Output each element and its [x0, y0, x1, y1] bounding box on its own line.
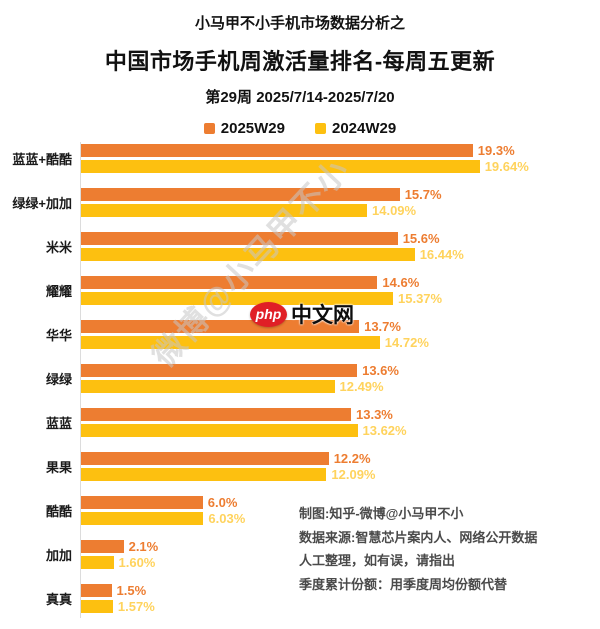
category-label: 蓝蓝+酷酷: [12, 152, 72, 167]
bar-2024w29: [81, 292, 393, 305]
legend-item-2025w29: 2025W29: [203, 120, 285, 137]
pretitle: 小马甲不小手机市场数据分析之: [194, 15, 405, 32]
bar-2025w29: [81, 496, 203, 509]
note-disclaimer: 人工整理，如有误，请指出: [299, 553, 456, 568]
chart-rows: 蓝蓝+酷酷 19.3% 19.64% 绿绿+加加 15.7% 14.09% 米米 15.6% 1…: [0, 140, 600, 624]
chart-legend: 2025W29 2024W29: [203, 120, 396, 137]
bar-2024w29: [81, 248, 415, 261]
legend-item-2024w29: 2024W29: [315, 120, 396, 137]
category-label: 蓝蓝: [45, 416, 72, 431]
bar-2025w29: [81, 144, 473, 157]
bar-2024w29: [81, 468, 327, 481]
legend-swatch-icon: [203, 123, 215, 134]
bar-2024w29: [81, 556, 114, 569]
value-label: 12.49%: [339, 379, 384, 394]
value-label: 14.09%: [372, 203, 417, 218]
chart-row: 米米 15.6% 16.44%: [0, 228, 600, 272]
category-label: 真真: [45, 592, 72, 607]
bar-2024w29: [81, 380, 335, 393]
value-label: 2.1%: [128, 539, 159, 554]
note-method: 季度累计份额：用季度周均份额代替: [299, 576, 508, 592]
chart-row: 华华 13.7% 14.72%: [0, 316, 600, 360]
php-logo-icon: php: [250, 301, 287, 327]
bar-2025w29: [81, 276, 378, 289]
bar-2024w29: [81, 600, 113, 613]
legend-label: 2025W29: [220, 120, 285, 137]
value-label: 19.3%: [477, 143, 515, 158]
value-label: 16.44%: [419, 247, 464, 262]
bar-2024w29: [81, 204, 367, 217]
value-label: 6.03%: [208, 511, 246, 526]
week-subtitle: 第29周 2025/7/14-2025/7/20: [205, 89, 395, 106]
value-label: 13.6%: [362, 363, 399, 378]
value-label: 6.0%: [207, 495, 238, 510]
bar-2024w29: [81, 160, 480, 173]
bar-2025w29: [81, 540, 124, 553]
legend-swatch-icon: [315, 123, 326, 134]
value-label: 15.6%: [402, 231, 440, 246]
bar-2025w29: [81, 584, 112, 597]
note-credit: 制图:知乎-微博@小马甲不小: [299, 506, 464, 521]
bar-2025w29: [81, 232, 398, 245]
value-label: 1.60%: [118, 555, 156, 570]
chart-row: 绿绿+加加 15.7% 14.09%: [0, 184, 600, 228]
bar-2025w29: [81, 364, 358, 377]
header: 小马甲不小手机市场数据分析之 中国市场手机周激活量排名-每周五更新 第29周 2…: [0, 0, 600, 139]
category-label: 果果: [45, 460, 72, 475]
category-label: 米米: [45, 240, 72, 255]
value-label: 1.57%: [117, 599, 155, 614]
legend-label: 2024W29: [332, 120, 397, 137]
value-label: 12.2%: [333, 451, 371, 466]
bar-2024w29: [81, 336, 380, 349]
chart-row: 酷酷 6.0% 6.03%: [0, 492, 600, 536]
category-label: 酷酷: [45, 504, 72, 519]
value-label: 15.37%: [398, 291, 443, 306]
footer-notes: 制图:知乎-微博@小马甲不小 数据来源:智慧芯片案内人、网络公开数据 人工整理，…: [299, 502, 537, 596]
value-label: 1.5%: [116, 583, 147, 598]
chart-row: 蓝蓝 13.3% 13.62%: [0, 404, 600, 448]
bar-2025w29: [81, 408, 351, 421]
value-label: 15.7%: [404, 187, 442, 202]
category-label: 华华: [45, 328, 72, 343]
bar-2024w29: [81, 512, 204, 525]
note-source: 数据来源:智慧芯片案内人、网络公开数据: [299, 529, 538, 545]
bar-2025w29: [81, 320, 360, 333]
value-label: 13.3%: [356, 407, 393, 422]
chart-row: 加加 2.1% 1.60%: [0, 536, 600, 580]
chart-row: 果果 12.2% 12.09%: [0, 448, 600, 492]
page-title: 中国市场手机周激活量排名-每周五更新: [104, 49, 496, 74]
category-label: 绿绿: [45, 372, 72, 387]
value-label: 14.6%: [382, 275, 420, 290]
category-label: 耀耀: [45, 284, 72, 299]
value-label: 12.09%: [331, 467, 376, 482]
value-label: 14.72%: [384, 335, 429, 350]
value-label: 13.7%: [364, 319, 401, 334]
bar-2025w29: [81, 188, 400, 201]
category-label: 绿绿+加加: [12, 196, 72, 211]
chart-row: 绿绿 13.6% 12.49%: [0, 360, 600, 404]
bar-2024w29: [81, 424, 358, 437]
value-label: 19.64%: [484, 159, 529, 174]
php-site-logo: php 中文网: [250, 299, 354, 329]
chart-row: 真真 1.5% 1.57%: [0, 580, 600, 624]
category-label: 加加: [45, 548, 72, 563]
value-label: 13.62%: [362, 423, 407, 438]
php-logo-label: 中文网: [291, 304, 354, 327]
chart-row: 蓝蓝+酷酷 19.3% 19.64%: [0, 140, 600, 184]
chart-row: 耀耀 14.6% 15.37%: [0, 272, 600, 316]
bar-2025w29: [81, 452, 329, 465]
